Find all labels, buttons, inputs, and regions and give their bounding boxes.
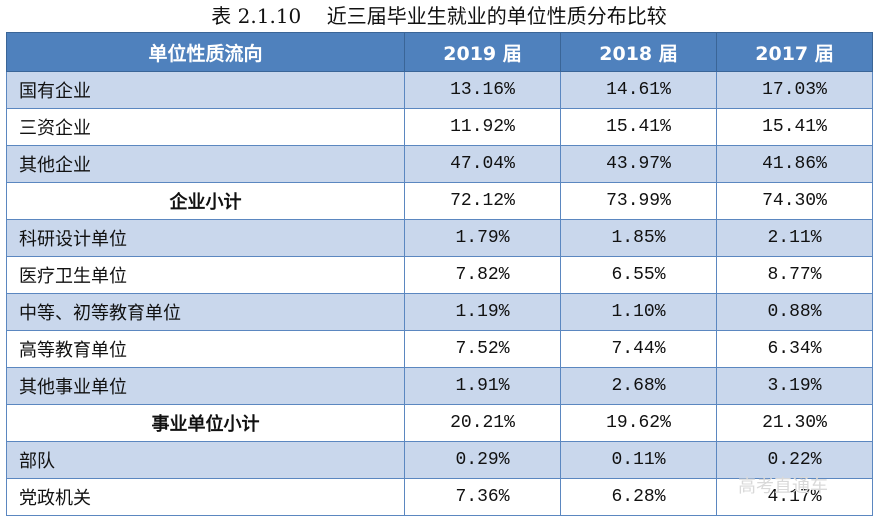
row-label: 医疗卫生单位 (6, 256, 405, 294)
row-label: 高等教育单位 (6, 330, 405, 368)
cell-2019: 72.12% (404, 182, 561, 220)
table-row: 科研设计单位 1.79% 1.85% 2.11% (6, 219, 873, 257)
cell-2017: 41.86% (716, 145, 873, 183)
cell-2017: 0.22% (716, 441, 873, 479)
row-label: 党政机关 (6, 478, 405, 516)
row-label: 企业小计 (6, 182, 405, 220)
cell-2018: 2.68% (560, 367, 717, 405)
cell-2018: 73.99% (560, 182, 717, 220)
cell-2019: 1.79% (404, 219, 561, 257)
table-row: 其他企业 47.04% 43.97% 41.86% (6, 145, 873, 183)
header-2019: 2019 届 (404, 32, 561, 72)
cell-2018: 1.10% (560, 293, 717, 331)
cell-2019: 1.91% (404, 367, 561, 405)
cell-2019: 47.04% (404, 145, 561, 183)
cell-2018: 14.61% (560, 71, 717, 109)
row-label: 国有企业 (6, 71, 405, 109)
header-2018: 2018 届 (560, 32, 717, 72)
row-label: 其他事业单位 (6, 367, 405, 405)
cell-2018: 19.62% (560, 404, 717, 442)
cell-2019: 0.29% (404, 441, 561, 479)
cell-2019: 7.36% (404, 478, 561, 516)
cell-2017: 74.30% (716, 182, 873, 220)
row-label: 部队 (6, 441, 405, 479)
cell-2019: 7.82% (404, 256, 561, 294)
subtotal-row: 事业单位小计 20.21% 19.62% 21.30% (6, 404, 873, 442)
cell-2018: 7.44% (560, 330, 717, 368)
table-title: 表 2.1.10 近三届毕业生就业的单位性质分布比较 (211, 4, 667, 28)
table-row: 部队 0.29% 0.11% 0.22% (6, 441, 873, 479)
table-row: 党政机关 7.36% 6.28% 4.17% (6, 478, 873, 516)
table-row: 高等教育单位 7.52% 7.44% 6.34% (6, 330, 873, 368)
unit-nature-table: 单位性质流向 2019 届 2018 届 2017 届 国有企业 13.16% … (6, 32, 873, 516)
cell-2017: 6.34% (716, 330, 873, 368)
table-row: 医疗卫生单位 7.82% 6.55% 8.77% (6, 256, 873, 294)
cell-2018: 1.85% (560, 219, 717, 257)
table-row: 其他事业单位 1.91% 2.68% 3.19% (6, 367, 873, 405)
cell-2017: 3.19% (716, 367, 873, 405)
cell-2019: 20.21% (404, 404, 561, 442)
cell-2018: 6.55% (560, 256, 717, 294)
row-label: 科研设计单位 (6, 219, 405, 257)
row-label: 其他企业 (6, 145, 405, 183)
cell-2017: 4.17% (716, 478, 873, 516)
row-label: 三资企业 (6, 108, 405, 146)
table-row: 国有企业 13.16% 14.61% 17.03% (6, 71, 873, 109)
cell-2017: 0.88% (716, 293, 873, 331)
cell-2018: 43.97% (560, 145, 717, 183)
cell-2018: 15.41% (560, 108, 717, 146)
row-label: 事业单位小计 (6, 404, 405, 442)
table-row: 三资企业 11.92% 15.41% 15.41% (6, 108, 873, 146)
header-row: 单位性质流向 2019 届 2018 届 2017 届 (6, 32, 873, 72)
row-label: 中等、初等教育单位 (6, 293, 405, 331)
cell-2017: 8.77% (716, 256, 873, 294)
table-row: 中等、初等教育单位 1.19% 1.10% 0.88% (6, 293, 873, 331)
cell-2018: 6.28% (560, 478, 717, 516)
header-unit-nature: 单位性质流向 (6, 32, 405, 72)
subtotal-row: 企业小计 72.12% 73.99% 74.30% (6, 182, 873, 220)
cell-2017: 15.41% (716, 108, 873, 146)
cell-2019: 13.16% (404, 71, 561, 109)
cell-2018: 0.11% (560, 441, 717, 479)
cell-2019: 7.52% (404, 330, 561, 368)
header-2017: 2017 届 (716, 32, 873, 72)
cell-2019: 1.19% (404, 293, 561, 331)
cell-2017: 2.11% (716, 219, 873, 257)
cell-2017: 17.03% (716, 71, 873, 109)
cell-2019: 11.92% (404, 108, 561, 146)
cell-2017: 21.30% (716, 404, 873, 442)
